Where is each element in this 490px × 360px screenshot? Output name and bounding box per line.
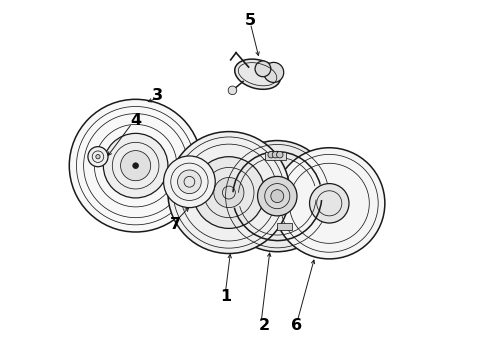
Circle shape [177, 170, 201, 194]
Circle shape [214, 177, 244, 208]
Text: 6: 6 [292, 318, 302, 333]
Circle shape [69, 99, 202, 232]
Text: 3: 3 [151, 88, 163, 103]
Ellipse shape [235, 59, 280, 89]
Circle shape [133, 163, 139, 168]
Circle shape [121, 150, 151, 181]
Circle shape [276, 152, 283, 158]
Circle shape [268, 152, 274, 158]
Circle shape [271, 190, 284, 203]
Circle shape [264, 62, 284, 82]
Text: 4: 4 [130, 113, 141, 128]
Circle shape [168, 132, 290, 253]
Circle shape [96, 154, 100, 159]
Circle shape [193, 157, 265, 228]
Circle shape [164, 156, 215, 208]
Text: 5: 5 [245, 13, 256, 28]
Circle shape [272, 152, 279, 158]
Bar [276, 223, 293, 230]
Circle shape [258, 176, 297, 216]
Text: 7: 7 [170, 217, 181, 232]
Text: 2: 2 [259, 318, 270, 333]
Bar [266, 152, 286, 161]
Circle shape [103, 134, 168, 198]
Circle shape [255, 61, 271, 77]
Circle shape [274, 148, 385, 259]
Circle shape [221, 140, 333, 252]
Circle shape [310, 184, 349, 223]
Circle shape [228, 86, 237, 95]
Circle shape [88, 147, 108, 167]
Text: 1: 1 [220, 289, 231, 304]
